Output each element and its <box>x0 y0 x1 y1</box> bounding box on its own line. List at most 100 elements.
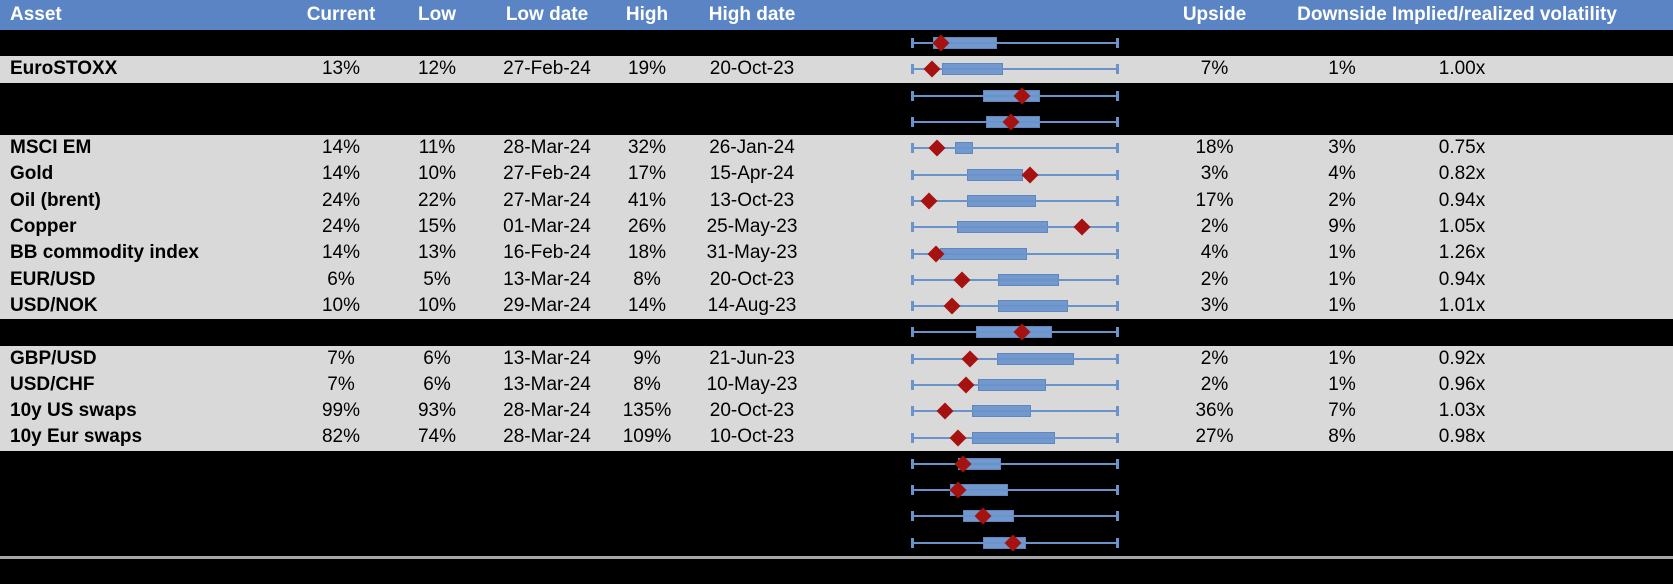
low-value: 74% <box>417 426 457 448</box>
upside-value <box>1137 83 1292 109</box>
implied-realized-value: 0.75x <box>1438 137 1486 159</box>
header-low-date: Low date <box>505 4 589 25</box>
asset-name <box>0 503 285 529</box>
table-row <box>0 529 1673 556</box>
high-date-value <box>677 83 827 109</box>
upside-value: 2% <box>1200 268 1229 290</box>
implied-realized-value: 1.01x <box>1438 294 1486 316</box>
divider-line <box>0 555 1673 559</box>
boxplot-cell <box>827 398 1137 424</box>
boxplot-right-cap <box>1116 64 1119 75</box>
boxplot-right-cap <box>1116 327 1119 338</box>
low-value: 15% <box>417 216 457 238</box>
boxplot-right-cap <box>1116 301 1119 312</box>
asset-name: 10y Eur swaps <box>10 426 143 448</box>
boxplot-diamond-marker <box>928 139 946 157</box>
table-row <box>0 477 1673 504</box>
boxplot-diamond-marker <box>923 60 941 78</box>
header-implied-realized: Implied/realized volatility <box>1392 4 1617 25</box>
row-filler <box>1532 240 1673 266</box>
downside-value: 9% <box>1328 216 1356 238</box>
high-date-value <box>677 503 827 529</box>
high-date-value: 20-Oct-23 <box>709 268 795 290</box>
header-chart-spacer <box>827 0 1137 30</box>
row-filler <box>1532 451 1673 477</box>
header-downside: Downside <box>1297 4 1387 25</box>
high-value <box>617 319 677 345</box>
high-date-value <box>677 319 827 345</box>
boxplot-right-cap <box>1116 274 1119 285</box>
asset-name <box>0 109 285 135</box>
low-value <box>397 319 477 345</box>
current-value: 7% <box>327 373 355 395</box>
asset-name: USD/NOK <box>10 294 98 316</box>
boxplot <box>911 135 1119 161</box>
downside-value <box>1292 451 1392 477</box>
low-value: 6% <box>423 347 451 369</box>
boxplot-cell <box>827 424 1137 450</box>
high-value: 26% <box>627 216 667 238</box>
row-filler <box>1532 319 1673 345</box>
header-high: High <box>625 4 669 25</box>
boxplot-left-cap <box>911 432 914 443</box>
high-date-value <box>677 477 827 503</box>
downside-value <box>1292 503 1392 529</box>
boxplot-right-cap <box>1116 222 1119 233</box>
boxplot-right-cap <box>1116 458 1119 469</box>
downside-value: 1% <box>1328 294 1356 316</box>
downside-value <box>1292 109 1392 135</box>
boxplot-whisker-line <box>912 489 1117 492</box>
boxplot-whisker-line <box>912 357 1117 360</box>
implied-realized-value <box>1392 477 1532 503</box>
implied-realized-value: 1.00x <box>1438 58 1486 80</box>
table-row: 10y US swaps 99% 93% 28-Mar-24 135% 20-O… <box>0 398 1673 425</box>
boxplot-whisker-line <box>912 68 1117 71</box>
boxplot <box>911 424 1119 450</box>
high-date-value: 15-Apr-24 <box>709 163 795 185</box>
table-row: MSCI EM 14% 11% 28-Mar-24 32% 26-Jan-24 … <box>0 135 1673 162</box>
low-date-value: 01-Mar-24 <box>503 216 591 238</box>
row-filler <box>1532 424 1673 450</box>
current-value <box>285 503 397 529</box>
boxplot-whisker-line <box>912 436 1117 439</box>
high-date-value: 20-Oct-23 <box>709 58 795 80</box>
header-low: Low <box>418 4 456 25</box>
boxplot <box>911 319 1119 345</box>
table-row: Oil (brent) 24% 22% 27-Mar-24 41% 13-Oct… <box>0 187 1673 215</box>
current-value: 14% <box>321 242 361 264</box>
high-date-value: 10-Oct-23 <box>709 426 795 448</box>
low-date-value <box>477 109 617 135</box>
low-value <box>397 477 477 503</box>
low-value: 12% <box>417 58 457 80</box>
asset-name <box>0 451 285 477</box>
high-date-value: 31-May-23 <box>706 242 798 264</box>
boxplot-left-cap <box>911 169 914 180</box>
upside-value <box>1137 503 1292 529</box>
high-value <box>617 477 677 503</box>
boxplot-whisker-line <box>912 305 1117 308</box>
row-filler <box>1532 30 1673 56</box>
high-date-value: 10-May-23 <box>706 373 798 395</box>
implied-realized-value <box>1392 109 1532 135</box>
upside-value: 2% <box>1200 216 1229 238</box>
low-date-value <box>477 477 617 503</box>
low-value: 22% <box>417 189 457 211</box>
asset-name: EuroSTOXX <box>10 58 118 80</box>
boxplot-whisker-line <box>912 462 1117 465</box>
asset-name: EUR/USD <box>10 268 96 290</box>
table-body: EuroSTOXX 13% 12% 27-Feb-24 19% 20-Oct-2… <box>0 30 1673 556</box>
header-upside: Upside <box>1182 4 1247 25</box>
row-filler <box>1532 56 1673 82</box>
high-value <box>617 451 677 477</box>
boxplot-left-cap <box>911 537 914 548</box>
upside-value <box>1137 530 1292 556</box>
high-value <box>617 530 677 556</box>
high-value <box>617 30 677 56</box>
boxplot-left-cap <box>911 248 914 259</box>
boxplot-whisker-line <box>912 226 1117 229</box>
high-value: 17% <box>627 163 667 185</box>
boxplot-cell <box>827 240 1137 266</box>
low-date-value: 13-Mar-24 <box>503 347 591 369</box>
low-date-value: 27-Feb-24 <box>503 163 591 185</box>
low-date-value: 28-Mar-24 <box>503 426 591 448</box>
